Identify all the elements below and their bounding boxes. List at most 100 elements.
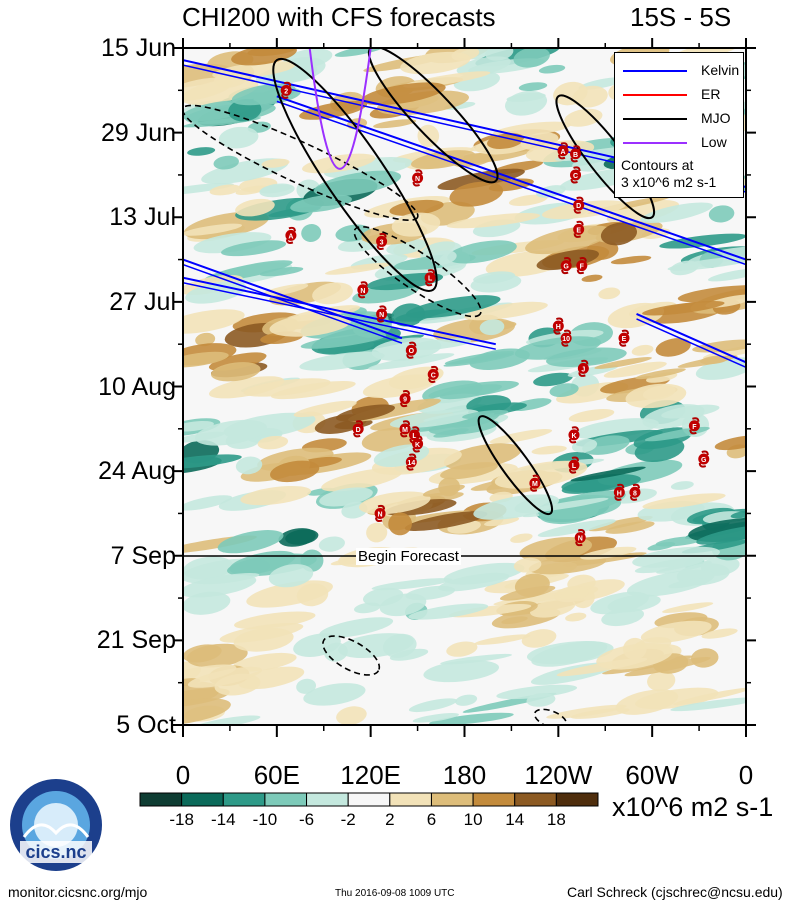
- field-cell: [514, 336, 602, 360]
- field-cell: [501, 616, 528, 625]
- storm-swirl: [561, 257, 572, 275]
- field-cell: [565, 612, 587, 622]
- storm-marker: D: [352, 420, 364, 438]
- storm-swirl: [553, 317, 564, 335]
- storm-swirl: [573, 220, 584, 238]
- field-cell: [209, 376, 285, 399]
- field-cell: [538, 64, 566, 74]
- field-cell: [446, 212, 541, 229]
- field-cell: [642, 404, 705, 429]
- chart-title: CHI200 with CFS forecasts: [182, 2, 496, 32]
- field-cell: [631, 344, 654, 356]
- field-cell: [325, 262, 392, 275]
- field-cell: [600, 222, 637, 246]
- field-cell: [302, 153, 376, 174]
- storm-marker: F: [576, 257, 588, 275]
- field-cell: [366, 522, 388, 543]
- storm-dot: [613, 486, 625, 498]
- storm-label: B: [573, 152, 578, 159]
- storm-label: F: [580, 264, 585, 271]
- storm-label: C: [573, 173, 578, 180]
- storm-label: D: [576, 203, 581, 210]
- legend-low-label: Low: [701, 134, 727, 150]
- storm-dot: [570, 169, 582, 181]
- field-cell: [240, 485, 312, 506]
- storm-swirl: [285, 226, 296, 244]
- colorbar-swatch: [555, 792, 599, 807]
- storm-dot: [570, 148, 582, 160]
- field-cell: [389, 409, 479, 429]
- storm-dot: [560, 332, 572, 344]
- field-cell: [354, 602, 381, 614]
- storm-label: N: [360, 288, 365, 295]
- storm-marker: H: [613, 483, 625, 501]
- storm-marker: C: [427, 365, 439, 383]
- field-cell: [564, 108, 603, 127]
- storm-marker: L: [424, 269, 436, 287]
- legend-note-line1: Contours at: [621, 157, 694, 173]
- storm-marker: N: [412, 169, 424, 187]
- storm-dot: [568, 429, 580, 441]
- field-cell: [610, 255, 652, 265]
- field-cell: [708, 205, 735, 223]
- storm-tracks: ND2ABCDEA3GFLNNH10EOCJ9DMLK14KFGLMH8NN: [280, 57, 710, 547]
- field-cell: [261, 158, 290, 168]
- field-cell: [554, 586, 589, 603]
- field-cell: [211, 362, 261, 382]
- colorbar: [139, 792, 599, 807]
- field-cell: [259, 184, 293, 194]
- field-cell: [219, 622, 304, 643]
- field-cell: [571, 438, 598, 453]
- storm-dot: [412, 172, 424, 184]
- field-cell: [473, 494, 560, 520]
- field-cell: [487, 133, 525, 149]
- field-cell: [183, 688, 230, 708]
- field-cell: [183, 454, 242, 469]
- field-cell: [632, 546, 720, 568]
- dashed-contour: [353, 225, 482, 318]
- field-cell: [193, 715, 261, 725]
- field-cell: [221, 240, 287, 257]
- storm-swirl: [558, 142, 569, 160]
- storm-marker: N: [574, 529, 586, 547]
- field-cell: [642, 493, 726, 510]
- storm-swirl: [614, 483, 625, 501]
- legend-mjo-label: MJO: [701, 110, 731, 126]
- field-cell: [324, 157, 413, 179]
- storm-dot: [574, 532, 586, 544]
- field-cell: [382, 633, 417, 658]
- anomaly-field: [183, 48, 746, 725]
- field-cell: [389, 199, 444, 216]
- storm-label: H: [556, 324, 561, 331]
- dashed-contour: [183, 104, 419, 222]
- storm-dot: [698, 453, 710, 465]
- field-cell: [336, 706, 367, 725]
- field-cell: [319, 617, 394, 639]
- field-cell: [570, 708, 630, 719]
- field-cell: [430, 250, 457, 265]
- field-cell: [227, 553, 317, 577]
- storm-marker: K: [412, 435, 424, 453]
- field-cell: [373, 119, 417, 129]
- storm-swirl: [578, 359, 589, 377]
- field-cell: [615, 689, 679, 715]
- field-cell: [359, 491, 431, 515]
- field-cell: [183, 183, 234, 196]
- colorbar-level-label: 2: [385, 810, 395, 829]
- field-cell: [494, 460, 588, 489]
- x-tick-label: 120W: [524, 760, 593, 790]
- field-cell: [536, 249, 599, 271]
- storm-label: A: [288, 233, 293, 240]
- kelvin-contour: [276, 100, 746, 266]
- colorbar-swatch: [347, 792, 391, 807]
- field-cell: [479, 319, 505, 336]
- field-cell: [246, 580, 333, 608]
- y-tick-label: 27 Jul: [109, 287, 176, 316]
- field-cell: [293, 400, 357, 418]
- storm-dot: [552, 320, 564, 332]
- field-cell: [655, 338, 691, 357]
- storm-marker: G: [698, 450, 710, 468]
- field-cell: [443, 353, 515, 367]
- field-cell: [259, 266, 304, 277]
- field-cell: [186, 643, 248, 668]
